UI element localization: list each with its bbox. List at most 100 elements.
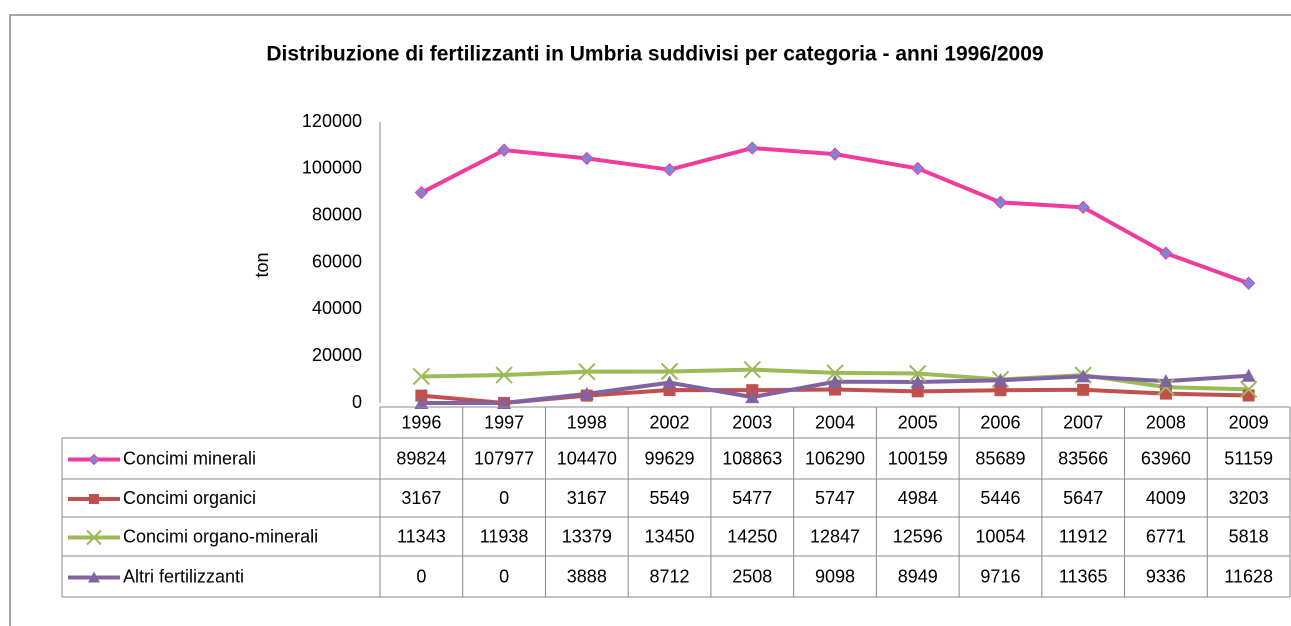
data-point bbox=[826, 364, 844, 382]
data-point bbox=[414, 396, 429, 409]
table-value: 5446 bbox=[980, 488, 1020, 508]
x-tick-label: 2008 bbox=[1146, 412, 1186, 432]
table-value: 9716 bbox=[980, 566, 1020, 586]
table-value: 6771 bbox=[1146, 526, 1186, 546]
table-value: 3888 bbox=[567, 566, 607, 586]
x-tick-label: 2006 bbox=[980, 412, 1020, 432]
table-value: 5549 bbox=[650, 488, 690, 508]
data-point bbox=[579, 386, 594, 400]
table-value: 13379 bbox=[562, 526, 612, 546]
table-value: 99629 bbox=[645, 448, 695, 468]
data-point bbox=[662, 375, 677, 389]
data-point bbox=[662, 162, 677, 177]
table-value: 104470 bbox=[557, 448, 617, 468]
table-value: 12596 bbox=[893, 526, 943, 546]
data-point bbox=[1242, 389, 1255, 402]
table-value: 11938 bbox=[480, 526, 529, 546]
table-value: 11343 bbox=[397, 526, 446, 546]
table-value: 5818 bbox=[1229, 526, 1269, 546]
table-value: 2508 bbox=[732, 566, 772, 586]
legend-label: Altri fertilizzanti bbox=[123, 566, 244, 586]
data-point bbox=[495, 366, 513, 384]
table-value: 11912 bbox=[1059, 526, 1108, 546]
table-value: 4009 bbox=[1146, 488, 1186, 508]
y-axis-label: ton bbox=[252, 252, 272, 277]
data-point bbox=[1158, 374, 1173, 388]
y-tick-label: 60000 bbox=[312, 251, 362, 271]
data-point bbox=[1159, 246, 1173, 260]
x-tick-label: 1996 bbox=[401, 412, 441, 432]
table-value: 10054 bbox=[975, 526, 1025, 546]
data-point bbox=[578, 362, 596, 381]
table-value: 9098 bbox=[815, 566, 855, 586]
table-value: 89824 bbox=[396, 448, 446, 468]
legend-marker bbox=[89, 494, 99, 504]
data-point bbox=[497, 396, 512, 409]
table-value: 106290 bbox=[805, 448, 865, 468]
table-value: 85689 bbox=[975, 448, 1025, 468]
table-value: 5477 bbox=[732, 488, 772, 508]
legend-marker bbox=[88, 571, 100, 583]
table-value: 3167 bbox=[401, 488, 441, 508]
data-point bbox=[660, 362, 679, 381]
data-point bbox=[994, 384, 1007, 397]
y-tick-label: 100000 bbox=[302, 158, 362, 178]
table-value: 0 bbox=[499, 566, 509, 586]
table-value: 11628 bbox=[1224, 566, 1273, 586]
data-point bbox=[1159, 387, 1172, 400]
table-value: 107977 bbox=[474, 448, 534, 468]
data-point bbox=[414, 185, 429, 200]
data-point bbox=[1077, 383, 1090, 396]
data-point bbox=[1157, 378, 1175, 396]
data-point bbox=[911, 161, 925, 176]
table-value: 8949 bbox=[898, 566, 938, 586]
y-tick-label: 120000 bbox=[302, 111, 362, 131]
y-tick-label: 40000 bbox=[312, 298, 362, 318]
data-point bbox=[412, 367, 431, 386]
data-point bbox=[993, 373, 1008, 387]
table-value: 0 bbox=[499, 488, 509, 508]
table-value: 100159 bbox=[888, 448, 948, 468]
table-value: 3203 bbox=[1229, 488, 1269, 508]
data-point bbox=[745, 390, 760, 404]
table-value: 3167 bbox=[567, 488, 607, 508]
data-point bbox=[828, 374, 842, 388]
data-point bbox=[1076, 369, 1091, 383]
data-point bbox=[910, 375, 925, 389]
table-value: 14250 bbox=[727, 526, 777, 546]
data-point bbox=[993, 195, 1008, 210]
data-point bbox=[580, 151, 594, 166]
data-point bbox=[497, 143, 511, 157]
table-value: 51159 bbox=[1224, 448, 1273, 468]
x-tick-label: 2007 bbox=[1063, 412, 1103, 432]
table-value: 4984 bbox=[898, 488, 938, 508]
x-tick-label: 2004 bbox=[815, 412, 855, 432]
chart-frame bbox=[9, 14, 1291, 626]
table-value: 83566 bbox=[1058, 448, 1108, 468]
legend-marker bbox=[86, 529, 102, 546]
x-tick-label: 1997 bbox=[484, 412, 524, 432]
x-tick-label: 2003 bbox=[732, 412, 772, 432]
data-point bbox=[1076, 200, 1090, 215]
table-value: 9336 bbox=[1146, 566, 1186, 586]
data-point bbox=[911, 385, 924, 398]
x-tick-label: 2002 bbox=[650, 412, 690, 432]
data-point bbox=[1241, 276, 1256, 290]
chart-title: Distribuzione di fertilizzanti in Umbria… bbox=[266, 43, 1043, 66]
data-point bbox=[415, 389, 428, 402]
data-point bbox=[1241, 368, 1256, 382]
data-point bbox=[745, 141, 759, 155]
legend-marker bbox=[88, 453, 100, 466]
table-value: 8712 bbox=[650, 566, 690, 586]
legend-label: Concimi organo-minerali bbox=[123, 526, 318, 546]
data-point bbox=[1239, 380, 1258, 399]
x-tick-label: 2005 bbox=[898, 412, 938, 432]
y-tick-label: 80000 bbox=[312, 204, 362, 224]
table-value: 12847 bbox=[810, 526, 860, 546]
y-tick-label: 0 bbox=[352, 392, 362, 412]
table-value: 108863 bbox=[722, 448, 782, 468]
table-value: 11365 bbox=[1059, 566, 1108, 586]
data-point bbox=[909, 364, 927, 383]
